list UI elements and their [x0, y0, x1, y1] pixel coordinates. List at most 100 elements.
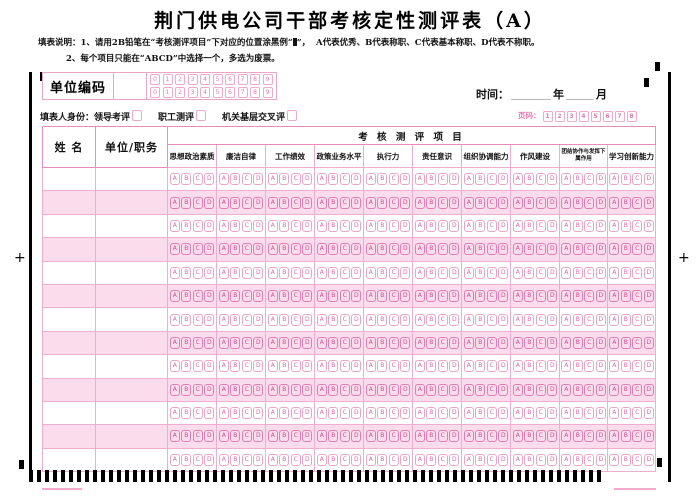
choice-bubble-C[interactable]: C: [486, 336, 497, 349]
choice-bubble-B[interactable]: B: [620, 243, 631, 256]
choice-bubble-A[interactable]: A: [267, 336, 278, 349]
choice-bubble-A[interactable]: A: [365, 407, 376, 420]
choice-bubble-B[interactable]: B: [524, 430, 535, 443]
choice-bubble-C[interactable]: C: [290, 407, 301, 420]
choice-bubble-D[interactable]: D: [498, 243, 509, 256]
choice-bubble-A[interactable]: A: [365, 173, 376, 186]
choice-bubble-C[interactable]: C: [535, 219, 546, 232]
choice-bubble-A[interactable]: A: [414, 336, 425, 349]
choice-bubble-A[interactable]: A: [316, 173, 327, 186]
choice-bubble-B[interactable]: B: [572, 219, 583, 232]
choice-bubble-C[interactable]: C: [584, 196, 595, 209]
unit-code-bubble[interactable]: 6: [225, 74, 235, 85]
cell-unit[interactable]: [95, 424, 168, 449]
choice-bubble-B[interactable]: B: [426, 430, 437, 443]
cell-unit[interactable]: [95, 190, 168, 215]
choice-bubble-B[interactable]: B: [181, 336, 192, 349]
choice-bubble-B[interactable]: B: [426, 290, 437, 303]
unit-code-bubble[interactable]: 5: [212, 87, 223, 98]
choice-bubble-C[interactable]: C: [584, 360, 595, 373]
choice-bubble-A[interactable]: A: [512, 336, 523, 349]
cell-unit[interactable]: [95, 307, 168, 332]
choice-bubble-D[interactable]: D: [595, 453, 606, 466]
choice-bubble-C[interactable]: C: [290, 219, 301, 232]
choice-bubble-D[interactable]: D: [449, 196, 460, 209]
choice-bubble-B[interactable]: B: [377, 243, 388, 256]
choice-bubble-B[interactable]: B: [230, 453, 241, 466]
choice-bubble-A[interactable]: A: [414, 266, 425, 279]
choice-bubble-B[interactable]: B: [524, 219, 535, 232]
choice-bubble-A[interactable]: A: [561, 243, 572, 256]
choice-bubble-B[interactable]: B: [279, 407, 290, 420]
choice-bubble-C[interactable]: C: [535, 336, 546, 349]
unit-code-bubble[interactable]: 3: [187, 87, 198, 98]
choice-bubble-D[interactable]: D: [302, 219, 313, 232]
choice-bubble-A[interactable]: A: [218, 290, 229, 303]
choice-bubble-A[interactable]: A: [267, 313, 278, 326]
choice-bubble-A[interactable]: A: [169, 313, 180, 326]
choice-bubble-B[interactable]: B: [279, 243, 290, 256]
choice-bubble-C[interactable]: C: [339, 336, 350, 349]
choice-bubble-C[interactable]: C: [632, 407, 643, 420]
choice-bubble-D[interactable]: D: [449, 266, 460, 279]
choice-bubble-C[interactable]: C: [535, 430, 546, 443]
choice-bubble-D[interactable]: D: [595, 383, 606, 396]
choice-bubble-B[interactable]: B: [230, 383, 241, 396]
choice-bubble-D[interactable]: D: [400, 360, 411, 373]
choice-bubble-C[interactable]: C: [437, 336, 448, 349]
choice-bubble-D[interactable]: D: [253, 196, 264, 209]
choice-bubble-B[interactable]: B: [181, 430, 192, 443]
choice-bubble-C[interactable]: C: [486, 219, 497, 232]
choice-bubble-A[interactable]: A: [609, 243, 620, 256]
choice-bubble-A[interactable]: A: [463, 360, 474, 373]
page-number-bubble[interactable]: 2: [554, 111, 565, 122]
choice-bubble-C[interactable]: C: [437, 430, 448, 443]
choice-bubble-D[interactable]: D: [302, 173, 313, 186]
choice-bubble-A[interactable]: A: [463, 336, 474, 349]
choice-bubble-C[interactable]: C: [339, 290, 350, 303]
choice-bubble-D[interactable]: D: [253, 360, 264, 373]
choice-bubble-B[interactable]: B: [426, 453, 437, 466]
choice-bubble-C[interactable]: C: [437, 453, 448, 466]
choice-bubble-C[interactable]: C: [241, 407, 252, 420]
choice-bubble-A[interactable]: A: [512, 173, 523, 186]
unit-code-bubble[interactable]: 4: [200, 87, 210, 98]
choice-bubble-C[interactable]: C: [192, 243, 203, 256]
choice-bubble-B[interactable]: B: [426, 407, 437, 420]
choice-bubble-A[interactable]: A: [218, 243, 229, 256]
choice-bubble-D[interactable]: D: [400, 219, 411, 232]
choice-bubble-D[interactable]: D: [351, 360, 362, 373]
choice-bubble-A[interactable]: A: [414, 360, 425, 373]
choice-bubble-C[interactable]: C: [535, 266, 546, 279]
choice-bubble-B[interactable]: B: [377, 173, 388, 186]
choice-bubble-A[interactable]: A: [267, 290, 278, 303]
choice-bubble-C[interactable]: C: [632, 383, 643, 396]
choice-bubble-D[interactable]: D: [204, 360, 215, 373]
page-number-bubble[interactable]: 5: [590, 111, 601, 122]
choice-bubble-A[interactable]: A: [512, 243, 523, 256]
choice-bubble-A[interactable]: A: [609, 383, 620, 396]
choice-bubble-C[interactable]: C: [632, 173, 643, 186]
choice-bubble-D[interactable]: D: [547, 407, 558, 420]
choice-bubble-D[interactable]: D: [400, 196, 411, 209]
choice-bubble-C[interactable]: C: [339, 407, 350, 420]
choice-bubble-B[interactable]: B: [279, 383, 290, 396]
choice-bubble-B[interactable]: B: [475, 453, 486, 466]
choice-bubble-A[interactable]: A: [463, 430, 474, 443]
choice-bubble-B[interactable]: B: [572, 290, 583, 303]
choice-bubble-A[interactable]: A: [609, 173, 620, 186]
choice-bubble-C[interactable]: C: [584, 336, 595, 349]
choice-bubble-A[interactable]: A: [316, 196, 327, 209]
page-number-bubble[interactable]: 4: [578, 111, 589, 122]
choice-bubble-C[interactable]: C: [535, 453, 546, 466]
choice-bubble-B[interactable]: B: [572, 407, 583, 420]
choice-bubble-B[interactable]: B: [524, 313, 535, 326]
choice-bubble-A[interactable]: A: [512, 266, 523, 279]
choice-bubble-A[interactable]: A: [609, 430, 620, 443]
choice-bubble-C[interactable]: C: [290, 453, 301, 466]
choice-bubble-B[interactable]: B: [328, 383, 339, 396]
choice-bubble-C[interactable]: C: [192, 407, 203, 420]
choice-bubble-B[interactable]: B: [279, 453, 290, 466]
choice-bubble-B[interactable]: B: [377, 453, 388, 466]
choice-bubble-B[interactable]: B: [279, 219, 290, 232]
